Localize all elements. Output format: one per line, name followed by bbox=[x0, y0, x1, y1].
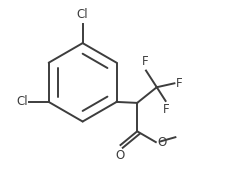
Text: O: O bbox=[156, 136, 165, 149]
Text: F: F bbox=[163, 103, 169, 116]
Text: O: O bbox=[114, 149, 124, 162]
Text: F: F bbox=[175, 77, 182, 90]
Text: F: F bbox=[141, 55, 148, 68]
Text: Cl: Cl bbox=[16, 95, 28, 108]
Text: Cl: Cl bbox=[76, 8, 88, 21]
